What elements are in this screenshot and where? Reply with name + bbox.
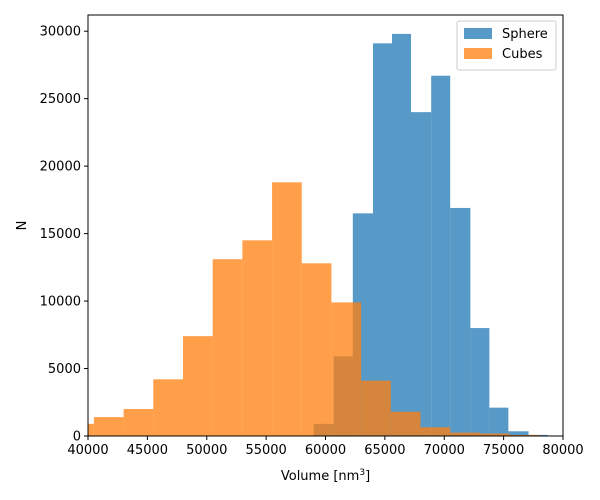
y-tick-label-2: 10000 xyxy=(40,295,81,310)
bar-cubes-0 xyxy=(88,423,94,436)
x-tick-label-8: 80000 xyxy=(542,443,583,458)
bar-cubes-12 xyxy=(420,427,451,436)
x-tick-label-5: 65000 xyxy=(364,443,405,458)
x-axis-label-close: ] xyxy=(365,469,370,484)
legend-swatch-cubes xyxy=(464,48,492,59)
legend-swatch-sphere xyxy=(464,28,492,39)
bar-cubes-10 xyxy=(361,380,391,436)
bar-cubes-13 xyxy=(450,432,480,436)
bar-sphere-4 xyxy=(392,33,411,436)
bar-cubes-3 xyxy=(153,379,183,436)
y-tick-label-0: 0 xyxy=(73,430,81,445)
bar-cubes-11 xyxy=(390,411,421,436)
bar-cubes-1 xyxy=(93,417,124,436)
series-cubes xyxy=(88,182,563,436)
x-tick-label-4: 60000 xyxy=(305,443,346,458)
y-tick-label-6: 30000 xyxy=(40,25,81,40)
y-tick-label-1: 5000 xyxy=(48,362,81,377)
plot-area xyxy=(88,33,563,436)
bar-cubes-5 xyxy=(212,259,243,436)
bar-sphere-10 xyxy=(508,431,529,436)
bar-cubes-9 xyxy=(331,302,362,436)
x-tick-label-1: 45000 xyxy=(127,443,168,458)
y-axis: 0 5000 10000 15000 20000 25000 30000 xyxy=(40,25,88,445)
y-axis-label: N xyxy=(15,221,30,231)
y-tick-label-3: 15000 xyxy=(40,227,81,242)
legend-label-sphere: Sphere xyxy=(502,27,548,42)
bar-sphere-7 xyxy=(450,207,471,436)
bar-sphere-8 xyxy=(470,328,490,436)
x-axis-label-superscript: 3 xyxy=(359,468,365,478)
bar-cubes-15 xyxy=(509,434,540,436)
x-axis: 40000 45000 50000 55000 60000 65000 70000 75000… xyxy=(67,436,584,458)
series-group xyxy=(88,33,563,436)
legend: Sphere Cubes xyxy=(456,20,557,71)
bar-cubes-6 xyxy=(242,240,273,436)
x-tick-label-2: 50000 xyxy=(186,443,227,458)
bar-cubes-14 xyxy=(479,433,510,436)
bar-cubes-8 xyxy=(301,263,332,436)
y-tick-label-5: 25000 xyxy=(40,92,81,107)
bar-sphere-3 xyxy=(373,43,392,436)
x-axis-label: Volume [nm3] xyxy=(281,468,370,484)
bar-cubes-4 xyxy=(183,336,213,436)
y-tick-label-4: 20000 xyxy=(40,160,81,175)
x-tick-label-3: 55000 xyxy=(245,443,286,458)
bar-sphere-5 xyxy=(411,112,432,436)
bar-sphere-6 xyxy=(431,75,451,436)
x-tick-label-7: 75000 xyxy=(483,443,524,458)
legend-label-cubes: Cubes xyxy=(502,47,543,62)
bar-sphere-9 xyxy=(489,407,509,436)
x-tick-label-6: 70000 xyxy=(424,443,465,458)
x-axis-label-main: Volume [nm xyxy=(281,469,359,484)
bar-cubes-7 xyxy=(272,182,302,436)
x-tick-label-0: 40000 xyxy=(67,443,108,458)
bar-cubes-2 xyxy=(123,409,154,436)
